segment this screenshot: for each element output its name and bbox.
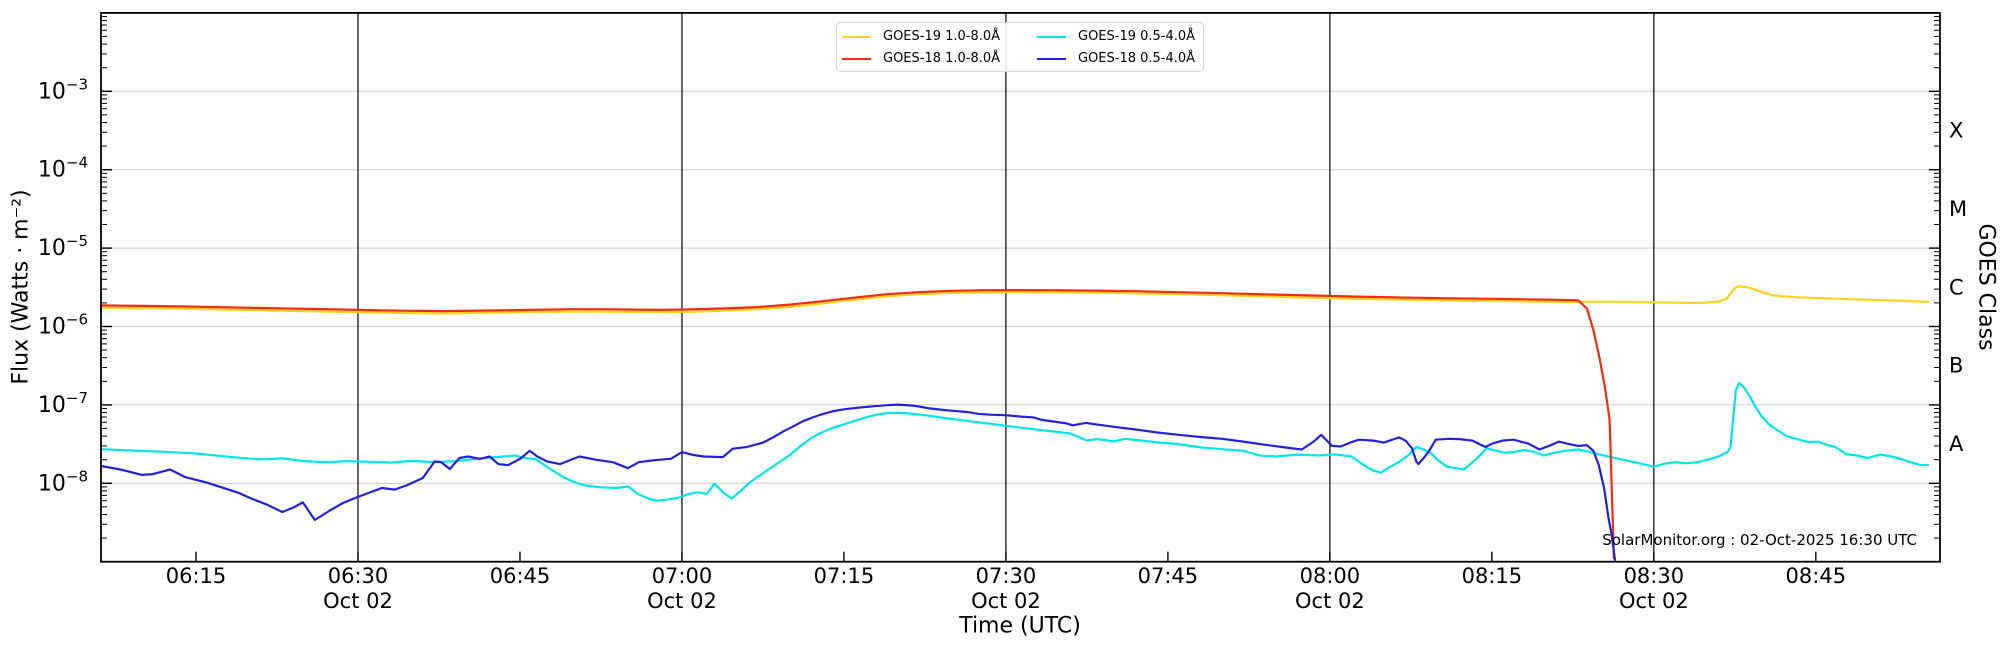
x-date-label: Oct 02: [1295, 589, 1365, 613]
x-tick-label: 07:45: [1138, 564, 1199, 588]
y-tick-label: 10−6: [38, 311, 88, 340]
legend-entry: GOES-19 0.5-4.0Å: [1037, 30, 1195, 44]
watermark-solarmonitor: SolarMonitor.org : 02-Oct-2025 16:30 UTC: [1602, 531, 1917, 549]
x-tick-label: 08:00: [1300, 564, 1361, 588]
y-tick-label: 10−5: [38, 232, 88, 261]
x-date-label: Oct 02: [971, 589, 1041, 613]
goes-class-label: B: [1949, 354, 1963, 378]
legend-line-goes19-short: [1037, 35, 1066, 39]
legend-label: GOES-18 1.0-8.0Å: [883, 51, 1001, 66]
x-date-label: Oct 02: [647, 589, 717, 613]
legend-label: GOES-19 1.0-8.0Å: [883, 29, 1001, 44]
goes-class-label: M: [1949, 197, 1967, 221]
x-tick-label: 08:30: [1624, 564, 1685, 588]
legend-entry: GOES-18 0.5-4.0Å: [1037, 52, 1195, 66]
y-tick-label: 10−8: [38, 467, 88, 496]
x-tick-label: 06:30: [328, 564, 389, 588]
legend-label: GOES-19 0.5-4.0Å: [1078, 29, 1196, 44]
plot-border: [100, 11, 1941, 563]
legend: GOES-19 1.0-8.0Å GOES-18 1.0-8.0Å GOES-1…: [836, 22, 1204, 72]
series-goes-18-1-0-8-0-: [101, 289, 1616, 560]
legend-line-goes19-long: [842, 35, 871, 39]
x-tick-label: 08:45: [1786, 564, 1847, 588]
series-goes-19-1-0-8-0-: [101, 285, 1930, 315]
y-tick-label: 10−4: [38, 154, 88, 183]
legend-line-goes18-long: [842, 57, 871, 61]
x-tick-label: 07:00: [652, 564, 713, 588]
x-date-label: Oct 02: [1619, 589, 1689, 613]
legend-label: GOES-18 0.5-4.0Å: [1078, 51, 1196, 66]
y-tick-label: 10−7: [38, 389, 88, 418]
x-tick-label: 08:15: [1462, 564, 1523, 588]
x-tick-label: 06:45: [490, 564, 551, 588]
x-tick-label: 07:30: [976, 564, 1037, 588]
goes-class-label: A: [1949, 432, 1964, 456]
series-goes-18-0-5-4-0-: [101, 403, 1617, 562]
x-date-label: Oct 02: [323, 589, 393, 613]
legend-entry: GOES-19 1.0-8.0Å: [842, 30, 1000, 44]
goes-class-label: C: [1949, 275, 1964, 299]
y-axis-title-goes-class: GOES Class: [1973, 223, 1999, 351]
y-tick-label: 10−3: [38, 75, 88, 104]
legend-entry: GOES-18 1.0-8.0Å: [842, 52, 1000, 66]
x-tick-label: 06:15: [166, 564, 227, 588]
legend-line-goes18-short: [1037, 57, 1066, 61]
x-tick-label: 07:15: [814, 564, 875, 588]
y-axis-title-flux: Flux (Watts · m⁻²): [8, 189, 34, 385]
goes-class-label: X: [1949, 119, 1963, 143]
series-goes-19-0-5-4-0-: [101, 381, 1930, 502]
x-axis-title-time: Time (UTC): [959, 613, 1081, 639]
